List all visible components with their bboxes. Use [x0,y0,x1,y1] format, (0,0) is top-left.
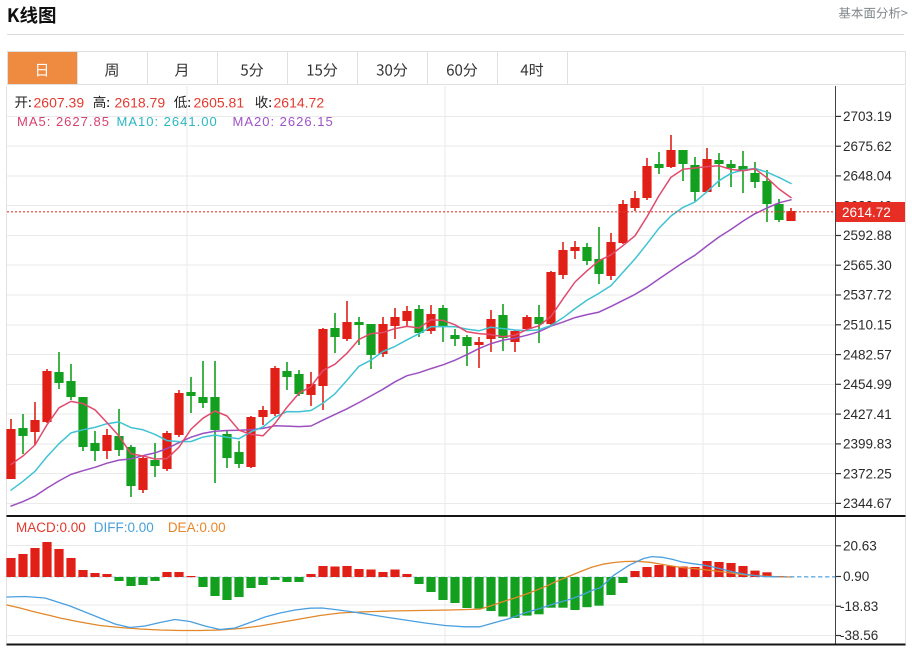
svg-text:2482.57: 2482.57 [843,347,892,362]
svg-text:0.90: 0.90 [843,569,869,584]
svg-text:2614.72: 2614.72 [274,95,325,111]
svg-text:2344.67: 2344.67 [843,496,892,511]
svg-text:2607.39: 2607.39 [34,95,85,111]
svg-text:2592.88: 2592.88 [843,228,892,243]
svg-text:20.63: 20.63 [843,539,877,554]
svg-text:2618.79: 2618.79 [115,95,166,111]
svg-text:2427.41: 2427.41 [843,407,892,422]
svg-text:2537.72: 2537.72 [843,288,892,303]
svg-text:2648.04: 2648.04 [843,169,892,184]
svg-text:2675.62: 2675.62 [843,139,892,154]
svg-text:-38.56: -38.56 [840,628,878,643]
svg-text:2510.15: 2510.15 [843,318,892,333]
svg-text:2565.30: 2565.30 [843,258,892,273]
svg-text:2614.72: 2614.72 [842,205,891,220]
svg-text:2605.81: 2605.81 [194,95,245,111]
svg-text:-18.83: -18.83 [840,599,878,614]
svg-text:2399.83: 2399.83 [843,437,892,452]
svg-text:2703.19: 2703.19 [843,109,892,124]
svg-text:2454.99: 2454.99 [843,377,892,392]
svg-text:2372.25: 2372.25 [843,466,892,481]
